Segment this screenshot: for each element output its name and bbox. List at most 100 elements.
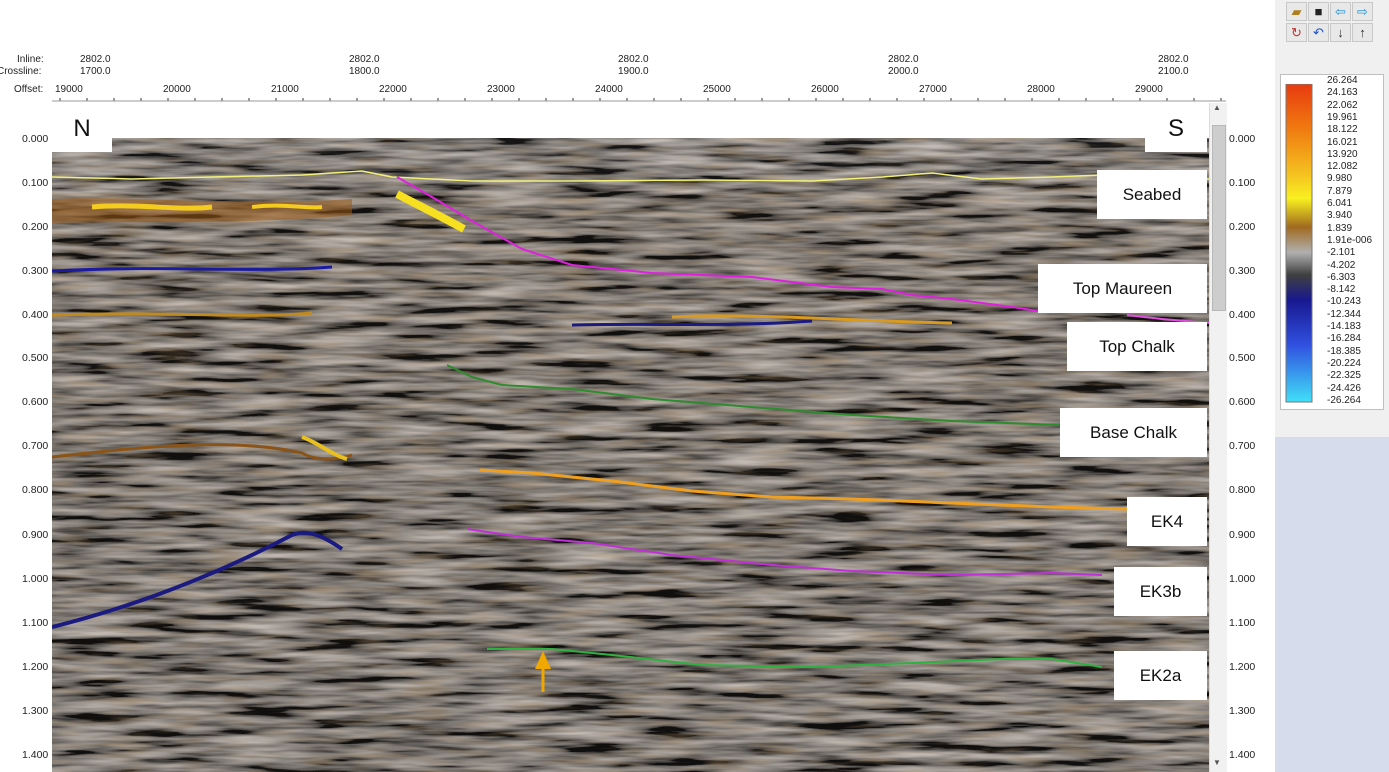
colorbar-label: -8.142 [1327, 284, 1356, 296]
time-tick: 0.500 [1229, 352, 1256, 364]
horizon-ek3b [466, 528, 1103, 577]
time-tick: 0.900 [22, 529, 49, 541]
offset-tick: 24000 [595, 84, 623, 95]
offset-label: Offset: [14, 84, 44, 95]
horizon-top-maureen [396, 176, 1053, 314]
sort-up-icon[interactable]: ↑ [1352, 23, 1373, 42]
time-tick: 1.000 [22, 573, 49, 585]
refresh-icon[interactable]: ↻ [1286, 23, 1307, 42]
horizon-label-ek2a: EK2a [1114, 651, 1207, 700]
offset-tick: 19000 [55, 84, 83, 95]
annotation-arrow [535, 651, 551, 692]
time-tick: 0.200 [22, 221, 49, 233]
colorbar-label: -6.303 [1327, 271, 1356, 283]
horizon-label-top-maureen: Top Maureen [1038, 264, 1207, 313]
time-tick: 0.900 [1229, 529, 1256, 541]
time-tick: 0.300 [22, 265, 49, 277]
time-tick: 0.400 [22, 309, 49, 321]
colorbar-label: 9.980 [1327, 173, 1353, 185]
horizon-base-chalk [446, 364, 1063, 426]
colorbar-label: -16.284 [1327, 333, 1361, 345]
offset-tick: 26000 [811, 84, 839, 95]
colorbar-label: 22.062 [1327, 99, 1358, 111]
crossline-value: 1900.0 [618, 66, 649, 77]
colorbar-label: -22.325 [1327, 370, 1361, 382]
time-tick: 0.100 [22, 177, 49, 189]
undo-icon[interactable]: ↶ [1308, 23, 1329, 42]
horizon-top-chalk [1126, 314, 1209, 324]
offset-tick: 28000 [1027, 84, 1055, 95]
time-tick: 0.000 [22, 133, 49, 145]
offset-tick: 22000 [379, 84, 407, 95]
colorbar-label: -20.224 [1327, 357, 1361, 369]
horizon-ek2a [487, 648, 1103, 669]
colorbar-label: 7.879 [1327, 185, 1353, 197]
offset-tick: 23000 [487, 84, 515, 95]
open-folder-icon[interactable]: ▰ [1286, 2, 1307, 21]
inline-value: 2802.0 [80, 54, 111, 65]
time-tick: 0.600 [22, 396, 49, 408]
inline-value: 2802.0 [1158, 54, 1189, 65]
horizon-ek4 [479, 468, 1128, 511]
crossline-value: 2000.0 [888, 66, 919, 77]
time-tick: 1.100 [22, 617, 49, 629]
colorbar-label: -10.243 [1327, 296, 1361, 308]
crossline-value: 2100.0 [1158, 66, 1189, 77]
section-top-strip [52, 104, 1209, 138]
inline-value: 2802.0 [349, 54, 380, 65]
colorbar-label: 26.264 [1327, 75, 1358, 86]
colorbar [1285, 84, 1313, 403]
offset-tick: 20000 [163, 84, 191, 95]
crossline-value: 1800.0 [349, 66, 380, 77]
vertical-scrollbar[interactable]: ▲ ▼ [1209, 103, 1227, 772]
time-tick: 1.000 [1229, 573, 1256, 585]
offset-tick: 29000 [1135, 84, 1163, 95]
time-tick: 1.400 [22, 749, 49, 761]
save-icon[interactable]: ■ [1308, 2, 1329, 21]
direction-north-label: N [52, 106, 112, 152]
horizon-label-seabed: Seabed [1097, 170, 1207, 219]
time-tick: 0.100 [1229, 177, 1256, 189]
arrow-left-icon[interactable]: ⇦ [1330, 2, 1351, 21]
colorbar-label: 13.920 [1327, 148, 1358, 160]
sort-down-icon[interactable]: ↓ [1330, 23, 1351, 42]
time-tick: 1.300 [22, 705, 49, 717]
horizon-label-ek4: EK4 [1127, 497, 1207, 546]
colorbar-label: -14.183 [1327, 321, 1361, 332]
time-tick: 0.400 [1229, 309, 1256, 321]
arrow-right-icon[interactable]: ⇨ [1352, 2, 1373, 21]
colorbar-label: 1.839 [1327, 222, 1353, 234]
time-tick: 0.700 [22, 440, 49, 452]
seismic-section[interactable] [52, 137, 1209, 772]
crossline-value: 1700.0 [80, 66, 111, 77]
time-tick: 0.800 [22, 484, 49, 496]
colorbar-label: -12.344 [1327, 308, 1361, 320]
crossline-label: Crossline: [0, 66, 42, 77]
colorbar-label: 18.122 [1327, 124, 1358, 136]
time-tick: 1.400 [1229, 749, 1256, 761]
time-tick: 1.200 [1229, 661, 1256, 673]
offset-tick: 21000 [271, 84, 299, 95]
colorbar-label: -24.426 [1327, 382, 1361, 394]
colorbar-label: 6.041 [1327, 198, 1353, 209]
colorbar-label: 24.163 [1327, 87, 1358, 99]
time-tick: 0.300 [1229, 265, 1256, 277]
scroll-up-icon[interactable]: ▲ [1213, 103, 1221, 112]
time-tick: 0.200 [1229, 221, 1256, 233]
horizon-seabed [52, 170, 1209, 182]
colorbar-label: -4.202 [1327, 259, 1356, 271]
inline-value: 2802.0 [888, 54, 919, 65]
colorbar-label: 1.91e-006 [1327, 234, 1373, 246]
time-tick: 1.300 [1229, 705, 1256, 717]
scrollbar-thumb[interactable] [1212, 125, 1226, 311]
colorbar-label: 16.021 [1327, 136, 1358, 148]
time-tick: 0.600 [1229, 396, 1256, 408]
colorbar-label: 19.961 [1327, 111, 1358, 123]
colorbar-label: -26.264 [1327, 394, 1361, 406]
time-tick: 0.500 [22, 352, 49, 364]
horizon-label-top-chalk: Top Chalk [1067, 322, 1207, 371]
scroll-down-icon[interactable]: ▼ [1213, 758, 1221, 767]
direction-south-label: S [1145, 106, 1207, 152]
inline-value: 2802.0 [618, 54, 649, 65]
colorbar-label: -2.101 [1327, 247, 1356, 259]
